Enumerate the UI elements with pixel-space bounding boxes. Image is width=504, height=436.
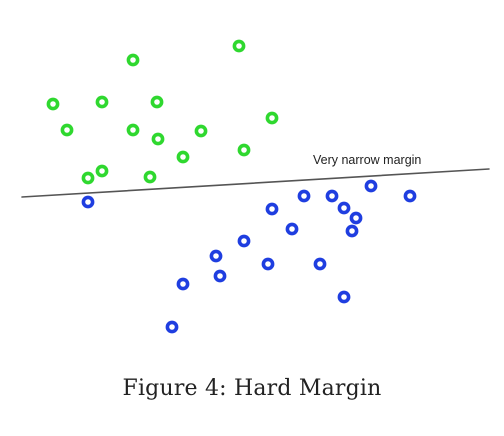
blue-data-point [337,290,351,304]
green-data-point [95,95,109,109]
blue-data-point [345,224,359,238]
blue-data-point [261,257,275,271]
green-data-point [194,124,208,138]
blue-data-point [337,201,351,215]
blue-data-point [165,320,179,334]
blue-data-point [297,189,311,203]
green-class-points [46,39,279,185]
green-data-point [151,132,165,146]
blue-data-point [209,249,223,263]
green-data-point [81,171,95,185]
green-data-point [143,170,157,184]
green-data-point [150,95,164,109]
blue-data-point [81,195,95,209]
figure-caption: Figure 4: Hard Margin [122,376,382,401]
green-data-point [126,53,140,67]
blue-data-point [325,189,339,203]
green-data-point [95,164,109,178]
blue-data-point [364,179,378,193]
green-data-point [237,143,251,157]
green-data-point [126,123,140,137]
green-data-point [176,150,190,164]
blue-class-points [81,179,417,334]
blue-data-point [237,234,251,248]
blue-data-point [349,211,363,225]
green-data-point [60,123,74,137]
blue-data-point [265,202,279,216]
blue-data-point [213,269,227,283]
green-data-point [265,111,279,125]
green-data-point [232,39,246,53]
blue-data-point [285,222,299,236]
blue-data-point [176,277,190,291]
blue-data-point [403,189,417,203]
decision-boundary-line [21,168,490,198]
boundary-label: Very narrow margin [313,153,421,167]
green-data-point [46,97,60,111]
blue-data-point [313,257,327,271]
